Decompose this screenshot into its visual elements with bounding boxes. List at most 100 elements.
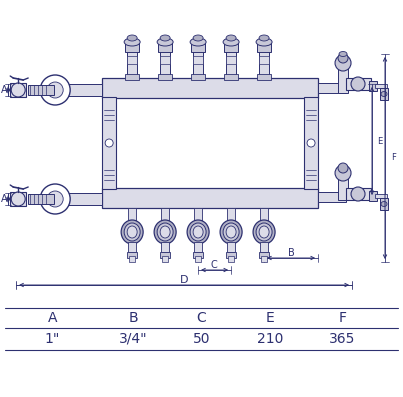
Bar xyxy=(224,74,238,80)
Bar xyxy=(346,78,371,90)
Bar xyxy=(129,256,135,262)
Text: 50: 50 xyxy=(193,332,210,346)
Ellipse shape xyxy=(124,38,140,46)
Bar xyxy=(191,42,205,52)
Bar xyxy=(127,56,137,64)
Bar xyxy=(127,252,137,258)
Text: C: C xyxy=(211,260,218,270)
Circle shape xyxy=(335,55,351,71)
Circle shape xyxy=(307,139,315,147)
Bar xyxy=(380,88,388,100)
Text: A: A xyxy=(48,311,57,325)
Bar xyxy=(68,193,102,205)
Bar xyxy=(102,97,116,189)
Bar xyxy=(158,74,172,80)
Ellipse shape xyxy=(160,35,170,41)
Bar xyxy=(259,56,269,64)
Bar xyxy=(346,188,371,200)
Ellipse shape xyxy=(193,35,203,41)
Ellipse shape xyxy=(226,226,236,238)
Bar xyxy=(257,42,271,52)
Circle shape xyxy=(40,75,70,105)
Bar xyxy=(191,74,205,80)
Circle shape xyxy=(338,53,348,63)
Bar xyxy=(318,192,346,202)
Circle shape xyxy=(11,192,25,206)
Bar xyxy=(259,50,269,78)
Ellipse shape xyxy=(190,223,206,241)
Bar xyxy=(260,208,268,222)
Circle shape xyxy=(47,191,63,207)
Bar xyxy=(338,68,348,93)
Bar xyxy=(160,50,170,78)
Bar xyxy=(261,256,267,262)
Bar xyxy=(127,50,137,78)
Bar xyxy=(125,42,139,52)
Bar xyxy=(226,50,236,78)
Ellipse shape xyxy=(127,35,137,41)
Text: A: A xyxy=(1,85,8,95)
Text: F: F xyxy=(391,154,396,162)
Ellipse shape xyxy=(339,52,347,56)
Bar xyxy=(224,42,238,52)
Bar xyxy=(228,256,234,262)
Bar xyxy=(260,242,268,252)
Ellipse shape xyxy=(381,202,387,206)
Bar xyxy=(161,208,169,222)
Text: E: E xyxy=(377,137,382,145)
Bar xyxy=(10,83,26,97)
Bar xyxy=(28,85,54,95)
Ellipse shape xyxy=(157,223,173,241)
Ellipse shape xyxy=(157,38,173,46)
Ellipse shape xyxy=(256,223,272,241)
Ellipse shape xyxy=(259,226,269,238)
Bar xyxy=(380,198,388,210)
Ellipse shape xyxy=(190,38,206,46)
Bar xyxy=(227,242,235,252)
Bar xyxy=(102,188,318,208)
Bar xyxy=(102,78,318,98)
Bar xyxy=(128,242,136,252)
Ellipse shape xyxy=(193,226,203,238)
Ellipse shape xyxy=(124,223,140,241)
Bar xyxy=(369,81,377,91)
Bar xyxy=(318,83,346,93)
Bar xyxy=(226,56,236,64)
Text: A: A xyxy=(1,194,8,204)
Ellipse shape xyxy=(256,38,272,46)
Bar xyxy=(125,74,139,80)
Circle shape xyxy=(335,165,351,181)
Ellipse shape xyxy=(127,226,137,238)
Bar xyxy=(194,242,202,252)
Text: 3/4": 3/4" xyxy=(119,332,147,346)
Bar xyxy=(128,208,136,222)
Bar xyxy=(304,97,318,189)
Bar xyxy=(338,175,348,200)
Ellipse shape xyxy=(381,91,387,96)
Ellipse shape xyxy=(154,220,176,244)
Circle shape xyxy=(351,187,365,201)
Bar xyxy=(162,256,168,262)
Bar xyxy=(375,194,387,198)
Ellipse shape xyxy=(223,38,239,46)
Circle shape xyxy=(105,139,113,147)
Ellipse shape xyxy=(220,220,242,244)
Text: D: D xyxy=(180,275,188,285)
Text: E: E xyxy=(266,311,274,325)
Ellipse shape xyxy=(253,220,275,244)
Circle shape xyxy=(47,82,63,98)
Bar xyxy=(375,84,387,88)
Bar xyxy=(369,191,377,201)
Bar xyxy=(193,56,203,64)
Text: 365: 365 xyxy=(329,332,356,346)
Ellipse shape xyxy=(223,223,239,241)
Text: B: B xyxy=(288,248,295,258)
Circle shape xyxy=(40,184,70,214)
Bar xyxy=(227,208,235,222)
Bar xyxy=(194,208,202,222)
Text: C: C xyxy=(197,311,206,325)
Ellipse shape xyxy=(226,35,236,41)
Bar xyxy=(259,252,269,258)
Bar xyxy=(10,192,26,206)
Bar xyxy=(193,50,203,78)
